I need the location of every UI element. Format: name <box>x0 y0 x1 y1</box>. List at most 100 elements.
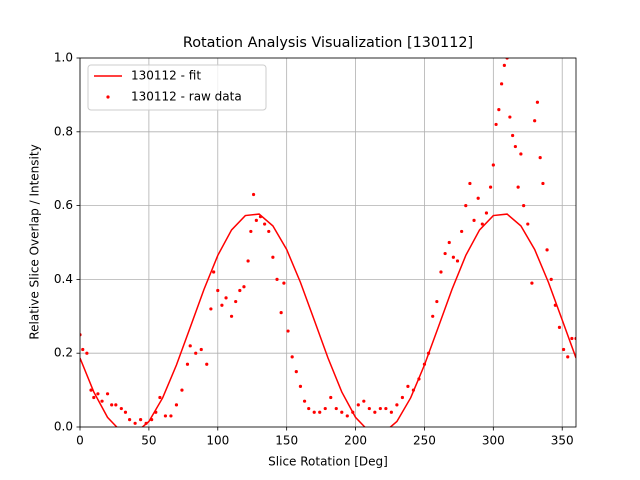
fit-line <box>80 213 576 427</box>
data-point <box>356 403 360 407</box>
data-point <box>144 421 148 425</box>
data-point <box>435 299 439 304</box>
data-point <box>367 406 371 411</box>
data-point <box>426 351 431 355</box>
data-point <box>533 119 537 123</box>
data-point <box>105 392 110 396</box>
data-point <box>362 399 366 403</box>
data-point <box>557 325 562 329</box>
y-axis-label: Relative Slice Overlap / Intensity <box>28 144 42 339</box>
data-point <box>530 281 534 285</box>
data-point <box>526 222 530 226</box>
data-point <box>158 395 162 400</box>
data-point <box>494 122 498 127</box>
data-point <box>522 204 526 208</box>
data-point <box>378 406 382 411</box>
axes-frame <box>79 57 577 428</box>
data-point <box>373 410 377 414</box>
legend-box <box>87 64 267 111</box>
data-point <box>220 303 224 307</box>
data-point <box>85 351 89 355</box>
data-point <box>500 82 504 86</box>
data-point <box>100 399 104 403</box>
data-point <box>513 144 517 149</box>
data-point <box>460 229 464 234</box>
data-point <box>188 344 192 348</box>
data-point <box>275 277 279 281</box>
y-tick-label: 0.8 <box>54 124 73 138</box>
data-point <box>340 410 344 414</box>
data-point <box>431 314 435 318</box>
legend-label: 130112 - fit <box>131 69 201 83</box>
data-point <box>541 181 545 186</box>
data-point <box>282 281 286 285</box>
data-point <box>307 406 311 411</box>
data-point <box>81 347 85 352</box>
data-point <box>491 163 495 167</box>
data-point <box>400 395 404 400</box>
data-point <box>128 418 132 422</box>
y-tick-label: 0.6 <box>54 198 73 212</box>
data-point <box>516 185 520 189</box>
data-point <box>464 204 468 208</box>
data-point <box>488 185 493 189</box>
data-point <box>286 329 290 333</box>
data-point <box>318 410 322 414</box>
data-point <box>562 347 566 352</box>
data-point <box>411 388 416 392</box>
data-point <box>209 307 213 311</box>
data-point <box>96 392 100 396</box>
data-point <box>570 336 574 341</box>
data-point <box>351 410 355 414</box>
data-point <box>89 388 93 392</box>
data-point <box>194 351 198 355</box>
data-point <box>502 63 506 67</box>
data-point <box>480 222 484 226</box>
data-point <box>267 229 271 234</box>
x-tick-label: 100 <box>206 434 229 448</box>
x-tick-label: 250 <box>413 434 436 448</box>
data-point <box>242 285 246 289</box>
data-point <box>298 384 303 389</box>
x-tick-label: 50 <box>141 434 156 448</box>
chart-title: Rotation Analysis Visualization [130112] <box>183 35 473 51</box>
data-point <box>229 314 234 318</box>
y-tick-label: 0.2 <box>54 346 73 360</box>
legend-marker <box>106 95 110 99</box>
data-point <box>545 248 549 252</box>
x-axis-label: Slice Rotation [Deg] <box>268 455 388 469</box>
data-point <box>169 414 173 418</box>
data-point <box>150 418 154 422</box>
data-point <box>538 156 542 160</box>
data-point <box>511 133 515 138</box>
data-point <box>271 255 275 259</box>
data-point <box>497 108 501 112</box>
data-point <box>406 384 410 389</box>
data-point <box>447 240 451 245</box>
data-point <box>174 403 179 407</box>
data-point <box>334 406 338 411</box>
data-point <box>224 296 228 300</box>
x-tick-label: 150 <box>275 434 298 448</box>
y-tick-label: 0.0 <box>54 420 73 434</box>
data-point <box>468 181 472 186</box>
y-tick-label: 0.4 <box>54 272 73 286</box>
data-point <box>439 270 443 274</box>
data-point <box>185 362 190 366</box>
data-point <box>508 115 512 119</box>
data-point <box>417 377 421 381</box>
data-point <box>246 259 250 263</box>
data-point <box>472 218 476 222</box>
data-point <box>451 255 455 259</box>
data-point <box>422 362 427 366</box>
data-point <box>302 399 307 403</box>
data-point <box>154 410 158 414</box>
data-point <box>389 410 393 414</box>
data-point <box>294 370 298 374</box>
data-point <box>234 299 238 304</box>
x-tick-label: 0 <box>76 434 84 448</box>
data-point <box>519 152 523 156</box>
data-point <box>114 403 118 407</box>
data-point <box>254 218 258 222</box>
